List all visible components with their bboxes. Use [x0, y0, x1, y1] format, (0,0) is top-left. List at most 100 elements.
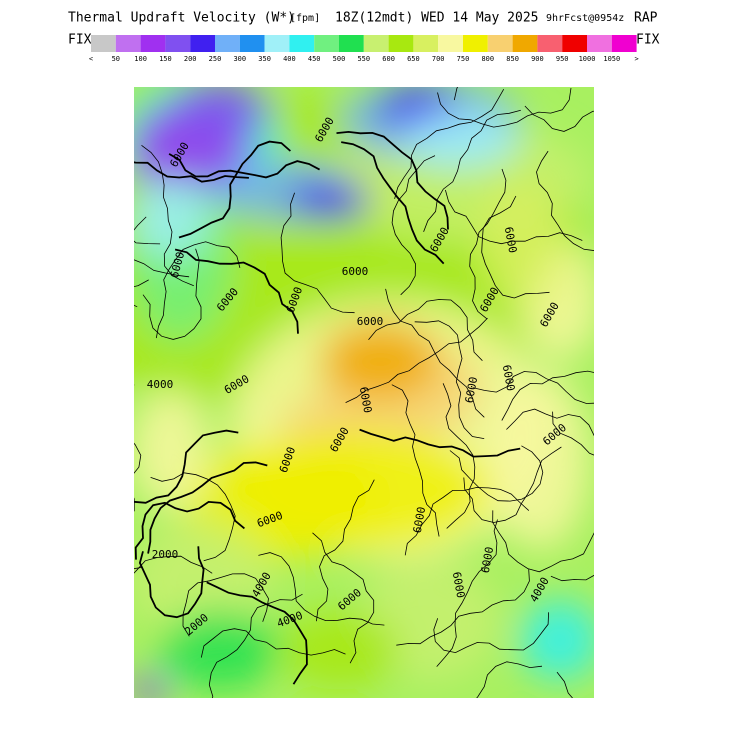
contour-line: [469, 168, 507, 320]
colorbar-tick-label: 350: [258, 55, 271, 63]
colorbar-swatch: [314, 35, 339, 52]
contour-line: [442, 383, 476, 529]
contour-line: [476, 661, 543, 698]
contour-line: [168, 153, 321, 179]
contour-line: [208, 593, 303, 698]
contour-line: [506, 408, 594, 437]
contour-line: [449, 445, 544, 502]
contour-line: [134, 384, 142, 512]
contour-label: 6000: [357, 386, 374, 414]
colorbar-tick-label: 450: [308, 55, 321, 63]
contour-line: [316, 479, 375, 622]
contour-line: [178, 140, 291, 239]
contour-line: [182, 573, 269, 637]
contour-label: 6000: [342, 265, 369, 278]
model-name: RAP: [634, 11, 658, 26]
colorbar-tick-label: <: [89, 55, 93, 63]
field-blob: [490, 370, 590, 550]
contour-line: [404, 487, 530, 556]
contour-line: [206, 581, 308, 685]
title: Thermal Updraft Velocity (W*): [68, 11, 295, 26]
contour-line: [391, 384, 440, 537]
contour-line: [138, 546, 205, 619]
contour-line: [391, 155, 436, 296]
field-blob: [134, 180, 210, 260]
contour-line: [134, 500, 245, 560]
field-blob: [480, 180, 560, 300]
contour-line: [134, 259, 190, 278]
colorbar-swatch: [289, 35, 315, 52]
contour-line: [436, 519, 498, 667]
contour-line: [150, 472, 236, 562]
contour-label: 6000: [411, 506, 428, 534]
colorbar-swatch: [215, 35, 240, 52]
colorbar-swatch: [587, 35, 612, 52]
contour-line: [258, 552, 385, 626]
contour-line: [341, 141, 445, 265]
colorbar: <50 100 150 200 250 300 350 400 450 500 550 600 650 7…: [89, 35, 639, 63]
colorbar-tick-label: 200: [184, 55, 197, 63]
contour-line: [134, 216, 147, 231]
field-blob: [134, 390, 210, 510]
contour-line: [134, 567, 142, 570]
colorbar-tick-label: 600: [382, 55, 395, 63]
colorbar-tick-label: 250: [209, 55, 222, 63]
contour-line: [368, 299, 483, 361]
colorbar-tick-label: 850: [506, 55, 519, 63]
contour-line: [556, 671, 574, 698]
contour-line: [147, 461, 268, 554]
field-blob: [320, 320, 440, 400]
contour-line: [414, 320, 485, 439]
colorbar-swatch: [140, 35, 166, 52]
contour-line: [394, 89, 505, 200]
contour-line: [174, 248, 299, 334]
contours: [134, 87, 594, 698]
contour-line: [142, 248, 202, 340]
contour-line: [134, 304, 138, 308]
contour-line: [481, 195, 550, 299]
contour-line: [200, 628, 346, 658]
colorbar-swatch: [611, 35, 637, 52]
colorbar-tick-label: 650: [407, 55, 420, 63]
colorbar-swatch: [264, 35, 290, 52]
colorbar-tick-label: 500: [333, 55, 346, 63]
contour-line: [550, 574, 594, 582]
colorbar-tick-label: 50: [112, 55, 120, 63]
units: [fpm]: [290, 13, 320, 24]
colorbar-tick-label: 750: [457, 55, 470, 63]
colorbar-swatch: [190, 35, 215, 52]
colorbar-swatch: [562, 35, 587, 52]
contour-line: [423, 109, 521, 232]
field-shading: [134, 87, 594, 698]
contour-line: [445, 189, 583, 245]
field-blob: [134, 675, 170, 698]
colorbar-tick-label: 950: [556, 55, 569, 63]
field-blob: [160, 610, 280, 690]
contour-line: [396, 569, 530, 646]
contour-line: [134, 429, 239, 504]
colorbar-tick-label: 150: [159, 55, 172, 63]
colorbar-swatch: [413, 35, 439, 52]
contour-label: 6000: [479, 546, 496, 574]
colorbar-swatch: [463, 35, 488, 52]
colorbar-right-label: FIX: [636, 33, 660, 48]
contour-line: [359, 428, 521, 458]
contour-line: [134, 161, 249, 183]
colorbar-swatch: [239, 35, 265, 52]
colorbar-swatch: [115, 35, 141, 52]
contour-label: 6000: [463, 376, 480, 404]
contour-line: [492, 510, 594, 573]
contour-label: 6000: [357, 315, 384, 328]
contour-line: [312, 532, 375, 664]
colorbar-tick-label: 1000: [579, 55, 596, 63]
colorbar-swatch: [438, 35, 463, 52]
valid-time: 18Z(12mdt) WED 14 May 2025: [335, 11, 539, 26]
colorbar-tick-label: 400: [283, 55, 296, 63]
contour-label: 6000: [502, 226, 519, 254]
contour-label: 6000: [500, 364, 517, 392]
colorbar-swatch: [388, 35, 414, 52]
contour-line: [345, 317, 488, 403]
